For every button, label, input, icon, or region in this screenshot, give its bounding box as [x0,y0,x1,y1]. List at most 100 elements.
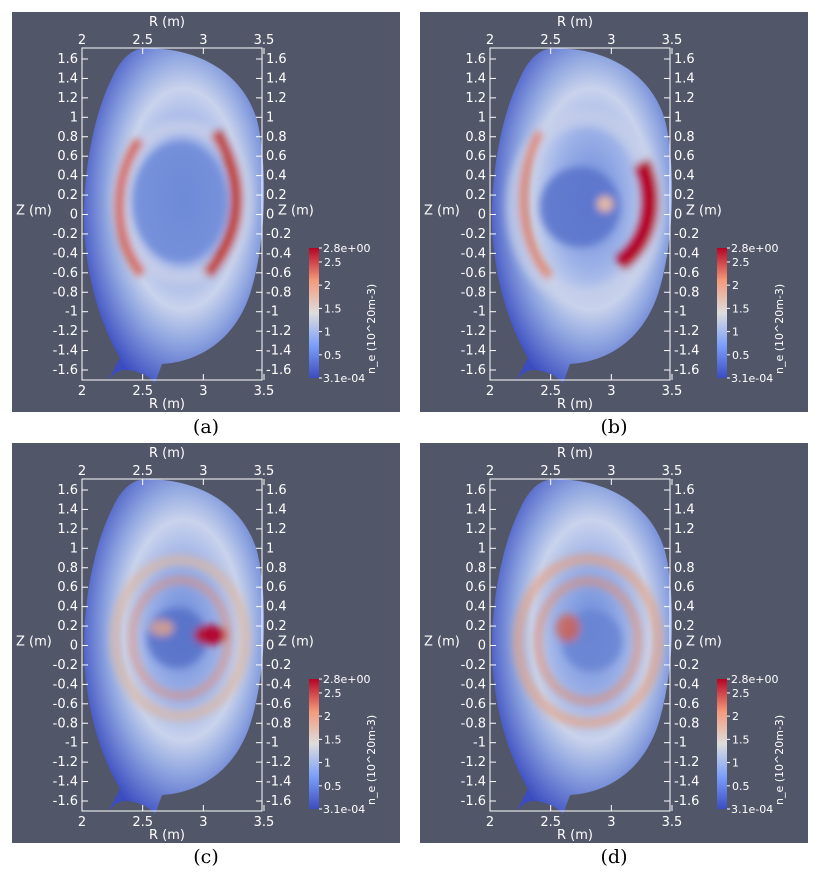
y-tick-label-right: 0.4 [674,600,695,615]
colorbar-min-label: 3.1e-04 [731,803,773,816]
y-tick-label-right: -1 [674,736,687,751]
y-tick-label-left: 0 [478,208,486,223]
y-tick-label-left: -1.4 [461,344,486,359]
x-tick-label-top: 2.5 [540,33,561,48]
y-tick-label-right: 1.6 [674,483,695,498]
y-tick-label-left: 0.2 [57,188,78,203]
heatmap-a: 2 2 2.5 2.5 3 3 3.5 3.5 R (m) R (m) 1.6 1.6 1.4 1.4 1.… [16,15,378,412]
colorbar-tick-label: 2.5 [324,687,342,700]
x-tick-label-bottom: 3.5 [662,384,683,399]
y-tick-label-right: 0.4 [266,600,287,615]
x-tick-label-bottom: 3.5 [254,384,275,399]
y-tick-label-left: -1.2 [53,755,78,770]
y-tick-label-right: 0 [266,208,274,223]
y-tick-label-right: -1.2 [266,324,291,339]
x-tick-label-top: 2.5 [132,33,153,48]
y-tick-label-left: -0.8 [53,285,78,300]
y-tick-label-right: -0.8 [674,285,699,300]
panel-a: 2 2 2.5 2.5 3 3 3.5 3.5 R (m) R (m) 1.6 1.6 1.4 1.4 1.… [12,12,400,412]
y-tick-label-left: 0.6 [465,580,486,595]
y-tick-label-right: -0.4 [266,246,291,261]
y-tick-label-right: -0.8 [266,716,291,731]
y-tick-label-right: 1.2 [674,91,695,106]
colorbar-tick-label: 0.5 [324,780,342,793]
x-axis-label-top: R (m) [149,15,185,30]
y-tick-label-left: 1.6 [465,52,486,67]
caption-c: (c) [193,846,219,868]
y-axis-label-right: Z (m) [278,635,314,650]
y-tick-label-right: -0.4 [674,677,699,692]
y-tick-label-left: 1.6 [57,52,78,67]
y-tick-label-left: -0.2 [53,227,78,242]
y-tick-label-left: 0.8 [465,561,486,576]
y-tick-label-left: -1.6 [461,363,486,378]
y-tick-label-right: -1.4 [674,775,699,790]
y-axis-label-right: Z (m) [686,204,722,219]
y-tick-label-right: 1.2 [266,91,287,106]
x-tick-label-bottom: 2.5 [540,815,561,830]
y-tick-label-left: 1.4 [465,502,486,517]
y-tick-label-right: -0.8 [266,285,291,300]
y-tick-label-left: 0.2 [465,619,486,634]
y-tick-label-left: -0.8 [53,716,78,731]
colorbar-min-label: 3.1e-04 [731,372,773,385]
y-tick-label-right: 1.6 [266,52,287,67]
y-tick-label-left: 0.4 [465,600,486,615]
colorbar-tick-label: 0.5 [324,349,342,362]
y-tick-label-left: -1 [473,736,486,751]
colorbar-tick-label: 2 [732,279,739,292]
y-tick-label-left: -0.2 [461,227,486,242]
x-axis-label-top: R (m) [557,15,593,30]
x-tick-label-top: 3 [199,33,207,48]
x-tick-label-top: 3 [607,33,615,48]
y-tick-label-right: -1 [266,736,279,751]
y-tick-label-left: -0.6 [53,266,78,281]
x-tick-label-top: 2.5 [540,464,561,479]
y-tick-label-left: 1.4 [57,502,78,517]
caption-b: (b) [600,416,628,438]
colorbar-gradient [309,248,319,378]
y-tick-label-right: 0.6 [266,149,287,164]
colorbar-tick-label: 2.5 [324,256,342,269]
x-tick-label-top: 2 [486,33,494,48]
y-tick-label-right: -0.6 [674,266,699,281]
y-tick-label-right: 0.8 [674,130,695,145]
x-axis-label-bottom: R (m) [557,828,593,843]
y-tick-label-right: 0.2 [266,619,287,634]
x-tick-label-bottom: 3 [199,815,207,830]
y-tick-label-left: 0.4 [57,169,78,184]
y-tick-label-right: 1.4 [674,71,695,86]
y-tick-label-right: 0 [674,639,682,654]
y-tick-label-left: -0.2 [461,658,486,673]
x-tick-label-top: 2 [78,33,86,48]
y-tick-label-left: 1.4 [465,71,486,86]
y-tick-label-left: -1 [473,305,486,320]
caption-d: (d) [600,846,628,868]
y-tick-label-left: 0 [70,208,78,223]
x-tick-label-bottom: 3 [607,384,615,399]
y-axis-label-left: Z (m) [16,204,52,219]
y-tick-label-right: 0.6 [266,580,287,595]
y-tick-label-left: 0 [478,639,486,654]
y-tick-label-right: 1 [674,110,682,125]
y-axis-label-left: Z (m) [424,635,460,650]
panel-b: 2 2 2.5 2.5 3 3 3.5 3.5 R (m) R (m) 1.6 1.6 1.4 1.4 1.… [420,12,808,412]
y-tick-label-left: 0.6 [465,149,486,164]
x-tick-label-bottom: 3.5 [254,815,275,830]
colorbar-max-label: 2.8e+00 [323,673,370,686]
y-tick-label-left: 1.4 [57,71,78,86]
colorbar-tick-label: 1 [732,326,739,339]
x-tick-label-bottom: 2 [78,384,86,399]
y-tick-label-right: -1.6 [674,794,699,809]
y-tick-label-right: -0.2 [674,227,699,242]
y-tick-label-right: -0.6 [266,266,291,281]
heatmap-c: 2 2 2.5 2.5 3 3 3.5 3.5 R (m) R (m) 1.6 1.6 1.4 1.4 1.… [16,446,378,843]
x-tick-label-bottom: 2.5 [132,384,153,399]
y-axis-label-left: Z (m) [16,635,52,650]
panel-d: 2 2 2.5 2.5 3 3 3.5 3.5 R (m) R (m) 1.6 1.6 1.4 1.4 1.… [420,443,808,843]
y-tick-label-right: 0.4 [266,169,287,184]
y-tick-label-right: 1 [266,110,274,125]
colorbar: 2.8e+00 3.1e-04 2.5 2 1.5 1 0.5 n_e (10^20m-3) [309,242,378,385]
x-tick-label-top: 3.5 [254,33,275,48]
y-tick-label-right: -0.8 [674,716,699,731]
